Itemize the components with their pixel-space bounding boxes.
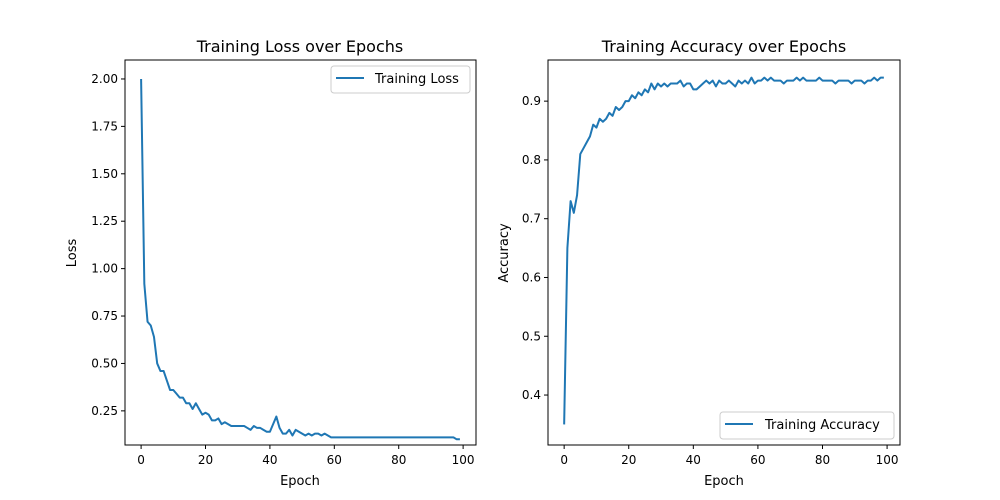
loss-y-axis-label: Loss — [65, 239, 80, 268]
accuracy-x-tick-label: 60 — [750, 453, 765, 467]
loss-y-tick-label: 1.75 — [91, 119, 118, 133]
loss-x-tick-label: 20 — [198, 453, 213, 467]
accuracy-x-axis-label: Epoch — [704, 474, 744, 489]
accuracy-legend-label: Training Accuracy — [764, 418, 880, 433]
loss-y-tick-label: 0.75 — [91, 309, 118, 323]
loss-plot-area — [124, 59, 477, 446]
loss-x-tick-label: 40 — [262, 453, 277, 467]
loss-y-tick-label: 1.00 — [91, 262, 118, 276]
accuracy-x-tick-label: 100 — [876, 453, 899, 467]
accuracy-legend-box — [719, 411, 895, 440]
loss-y-tick-label: 0.25 — [91, 404, 118, 418]
loss-chart-panel: Training Loss over Epochs 0 20 40 60 80 100 0… — [65, 37, 477, 489]
accuracy-x-tick-label: 40 — [686, 453, 701, 467]
accuracy-y-tick-label: 0.6 — [522, 270, 541, 284]
accuracy-plot-area — [547, 59, 901, 446]
accuracy-y-tick-label: 0.7 — [522, 212, 541, 226]
loss-legend-label: Training Loss — [374, 72, 459, 87]
loss-x-ticks: 0 20 40 60 80 100 — [137, 445, 475, 467]
loss-x-tick-label: 80 — [391, 453, 406, 467]
loss-x-axis-label: Epoch — [280, 474, 320, 489]
loss-series-line — [140, 78, 460, 441]
loss-x-tick-label: 60 — [327, 453, 342, 467]
accuracy-y-tick-label: 0.9 — [522, 94, 541, 108]
accuracy-x-tick-label: 0 — [560, 453, 568, 467]
accuracy-y-tick-label: 0.5 — [522, 329, 541, 343]
accuracy-x-tick-label: 20 — [621, 453, 636, 467]
loss-y-ticks: 0.25 0.50 0.75 1.00 1.25 1.50 1.75 2.00 — [91, 72, 125, 418]
accuracy-x-tick-label: 80 — [815, 453, 830, 467]
accuracy-chart-panel: Training Accuracy over Epochs 0 20 40 60 80 1… — [497, 37, 901, 489]
loss-y-tick-label: 1.50 — [91, 167, 118, 181]
accuracy-y-ticks: 0.4 0.5 0.6 0.7 0.8 0.9 — [522, 94, 548, 402]
accuracy-x-ticks: 0 20 40 60 80 100 — [560, 445, 899, 467]
accuracy-y-tick-label: 0.8 — [522, 153, 541, 167]
loss-legend-box — [330, 65, 471, 94]
loss-y-tick-label: 2.00 — [91, 72, 118, 86]
loss-legend: Training Loss — [330, 65, 471, 94]
accuracy-y-axis-label: Accuracy — [497, 223, 512, 283]
accuracy-y-tick-label: 0.4 — [522, 388, 541, 402]
loss-y-tick-label: 0.50 — [91, 356, 118, 370]
accuracy-series-line — [563, 76, 884, 425]
loss-y-tick-label: 1.25 — [91, 214, 118, 228]
loss-x-tick-label: 100 — [452, 453, 475, 467]
accuracy-chart-title: Training Accuracy over Epochs — [601, 37, 846, 56]
loss-x-tick-label: 0 — [137, 453, 145, 467]
loss-chart-title: Training Loss over Epochs — [196, 37, 404, 56]
accuracy-legend: Training Accuracy — [719, 411, 895, 440]
